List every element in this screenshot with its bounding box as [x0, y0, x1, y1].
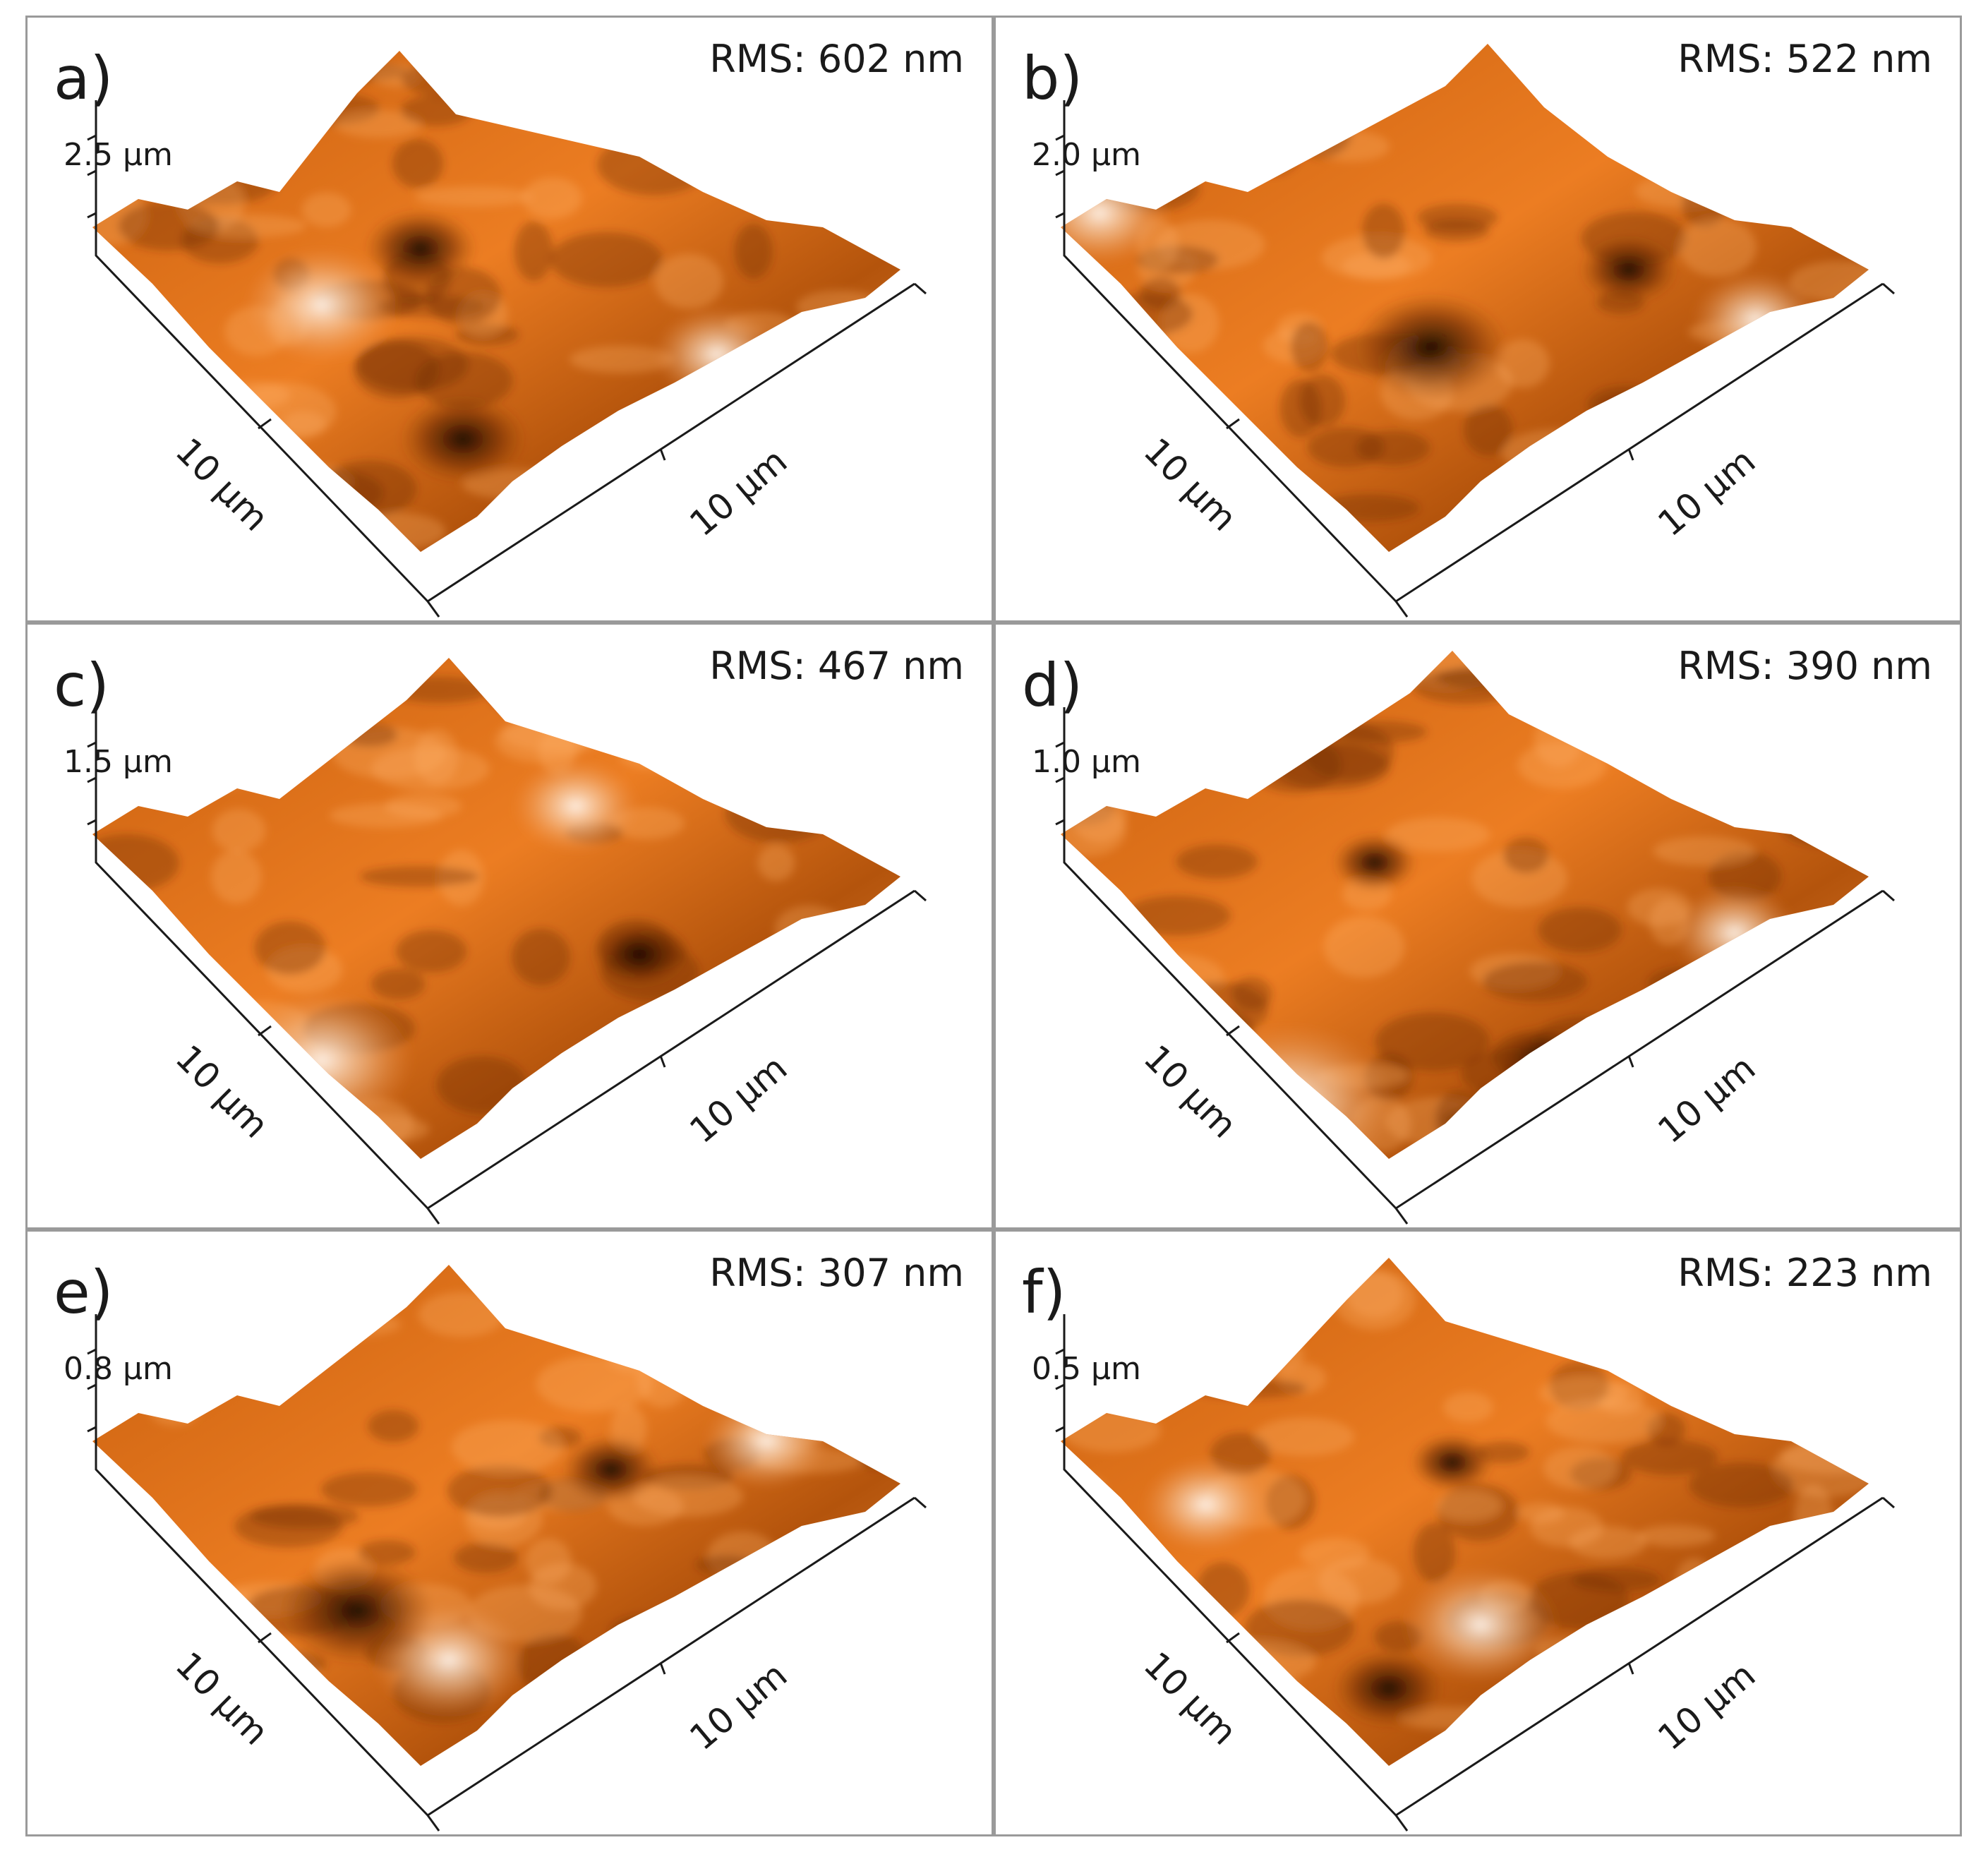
z-tick [1055, 1348, 1065, 1355]
z-tick [87, 776, 97, 783]
rms-label: RMS: 223 nm [1677, 1251, 1932, 1295]
z-tick [1055, 776, 1065, 783]
z-tick [1055, 1426, 1065, 1433]
z-tick [87, 819, 97, 826]
corner-tick [426, 601, 440, 618]
axis-frame [95, 1314, 915, 1817]
axis-frame [95, 707, 915, 1210]
z-tick [1055, 741, 1065, 748]
y-tick [659, 1662, 666, 1675]
axes [87, 100, 927, 618]
corner-tick [1394, 601, 1409, 618]
z-tick [1055, 819, 1065, 826]
y-tick [659, 448, 666, 461]
axes [1055, 100, 1895, 618]
panel-letter: d) [1022, 651, 1083, 720]
axis-frame [1063, 1314, 1884, 1817]
axes [1055, 707, 1895, 1225]
axes [87, 1314, 927, 1832]
rms-label: RMS: 307 nm [709, 1251, 964, 1295]
x-tick [1226, 418, 1240, 430]
z-tick [87, 134, 97, 141]
rms-label: RMS: 390 nm [1677, 644, 1932, 688]
z-tick [87, 1426, 97, 1433]
surface-base [1061, 44, 1869, 552]
x-tick [258, 418, 272, 430]
rms-label: RMS: 522 nm [1677, 37, 1932, 81]
z-max-label: 1.5 µm [64, 744, 173, 780]
panel-letter: b) [1022, 44, 1083, 113]
x-tick [1226, 1025, 1240, 1037]
y-tick [659, 1055, 666, 1068]
z-tick [87, 1383, 97, 1390]
axis-frame [1063, 707, 1884, 1210]
corner-tick [426, 1815, 440, 1832]
z-max-label: 0.8 µm [64, 1351, 173, 1387]
end-tick [1882, 889, 1895, 902]
z-max-label: 2.5 µm [64, 137, 173, 173]
z-tick [1055, 1383, 1065, 1390]
panel-letter: e) [54, 1258, 113, 1327]
axis-frame [1063, 100, 1884, 603]
x-tick [258, 1632, 272, 1644]
z-max-label: 0.5 µm [1032, 1351, 1141, 1387]
x-tick [258, 1025, 272, 1037]
end-tick [1882, 1496, 1895, 1509]
axis-frame [95, 100, 915, 603]
axes [87, 707, 927, 1225]
end-tick [914, 282, 927, 295]
corner-tick [1394, 1208, 1409, 1225]
end-tick [914, 889, 927, 902]
z-tick [1055, 134, 1065, 141]
corner-tick [426, 1208, 440, 1225]
z-tick [87, 741, 97, 748]
axes [1055, 1314, 1895, 1832]
x-tick [1226, 1632, 1240, 1644]
rms-label: RMS: 467 nm [709, 644, 964, 688]
panel-letter: f) [1022, 1258, 1066, 1327]
y-tick [1627, 1055, 1634, 1068]
z-tick [87, 212, 97, 219]
end-tick [1882, 282, 1895, 295]
rms-label: RMS: 602 nm [709, 37, 964, 81]
z-tick [1055, 169, 1065, 176]
panel-letter: c) [54, 651, 109, 720]
y-tick [1627, 1662, 1634, 1675]
end-tick [914, 1496, 927, 1509]
z-tick [87, 169, 97, 176]
corner-tick [1394, 1815, 1409, 1832]
y-tick [1627, 448, 1634, 461]
z-max-label: 1.0 µm [1032, 744, 1141, 780]
panel-letter: a) [54, 44, 113, 113]
z-tick [1055, 212, 1065, 219]
z-tick [87, 1348, 97, 1355]
afm-figure: a) RMS: 602 nm 2.5 µm 10 µm 10 µm b) RMS: 522 … [25, 16, 1963, 1836]
z-max-label: 2.0 µm [1032, 137, 1141, 173]
